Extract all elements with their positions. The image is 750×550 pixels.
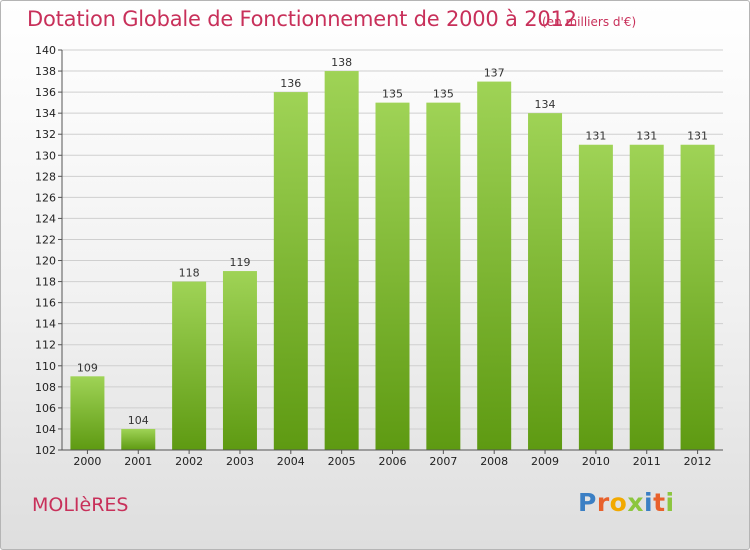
y-tick-label: 106 <box>35 402 56 415</box>
data-label-2003: 119 <box>229 256 250 269</box>
logo-letter: t <box>653 488 666 517</box>
bar-2004 <box>273 92 308 451</box>
commune-name: MOLIèRES <box>32 494 129 516</box>
bar-2008 <box>477 81 512 450</box>
y-tick-label: 140 <box>35 44 56 57</box>
x-tick-label-2008: 2008 <box>480 455 508 468</box>
y-tick-label: 128 <box>35 170 56 183</box>
y-tick-label: 108 <box>35 381 56 394</box>
x-tick-label-2006: 2006 <box>379 455 407 468</box>
labels: 109 2000 104 2001 118 2002 119 2003 136 2004 138 20… <box>73 56 711 468</box>
x-tick-label-2011: 2011 <box>633 455 661 468</box>
y-tick-label: 126 <box>35 191 56 204</box>
x-tick-label-2003: 2003 <box>226 455 254 468</box>
bar-2006 <box>375 102 410 450</box>
y-tick-label: 116 <box>35 297 56 310</box>
axes: 102 104 106 108 110 112 114 116 118 120 122 124 126 1… <box>35 44 723 457</box>
logo-letter: o <box>609 488 628 517</box>
bar-2012 <box>680 144 715 450</box>
data-label-2012: 131 <box>687 130 708 143</box>
proxiti-logo: Proxiti <box>578 488 675 517</box>
x-tick-label-2002: 2002 <box>175 455 203 468</box>
logo-letter: i <box>644 488 654 517</box>
bar-2007 <box>426 102 461 450</box>
x-tick-label-2000: 2000 <box>73 455 101 468</box>
data-label-2005: 138 <box>331 56 352 69</box>
y-tick-label: 132 <box>35 128 56 141</box>
bar-2009 <box>528 113 563 450</box>
bar-2010 <box>578 144 613 450</box>
bar-2003 <box>222 271 257 450</box>
y-tick-label: 124 <box>35 212 56 225</box>
x-tick-label-2001: 2001 <box>124 455 152 468</box>
logo-letter: x <box>627 488 644 517</box>
bar-2000 <box>70 376 105 450</box>
logo-letter: r <box>596 488 610 517</box>
data-label-2006: 135 <box>382 88 403 101</box>
bar-2001 <box>121 428 156 450</box>
x-tick-label-2009: 2009 <box>531 455 559 468</box>
data-label-2007: 135 <box>433 88 454 101</box>
x-tick-label-2005: 2005 <box>328 455 356 468</box>
chart-subtitle: (en milliers d'€) <box>542 15 637 29</box>
chart-title: Dotation Globale de Fonctionnement de 20… <box>27 7 577 31</box>
data-label-2002: 118 <box>179 267 200 280</box>
y-tick-label: 120 <box>35 255 56 268</box>
bar-2002 <box>172 281 207 450</box>
data-label-2009: 134 <box>535 98 556 111</box>
data-label-2011: 131 <box>636 130 657 143</box>
data-label-2004: 136 <box>280 77 301 90</box>
x-tick-label-2012: 2012 <box>684 455 712 468</box>
x-tick-label-2004: 2004 <box>277 455 305 468</box>
y-tick-label: 102 <box>35 444 56 457</box>
bar-2005 <box>324 71 359 450</box>
x-tick-label-2010: 2010 <box>582 455 610 468</box>
x-tick-label-2007: 2007 <box>429 455 457 468</box>
logo-letter: i <box>665 488 675 517</box>
bars <box>70 71 715 451</box>
y-tick-label: 104 <box>35 423 56 436</box>
data-label-2010: 131 <box>585 130 606 143</box>
data-label-2001: 104 <box>128 414 149 427</box>
y-tick-label: 138 <box>35 65 56 78</box>
bar-2011 <box>629 144 664 450</box>
data-label-2000: 109 <box>77 361 98 374</box>
y-tick-label: 122 <box>35 233 56 246</box>
y-tick-label: 114 <box>35 318 56 331</box>
y-tick-label: 110 <box>35 360 56 373</box>
y-tick-label: 136 <box>35 86 56 99</box>
y-tick-label: 134 <box>35 107 56 120</box>
y-tick-label: 112 <box>35 339 56 352</box>
y-tick-label: 118 <box>35 276 56 289</box>
data-label-2008: 137 <box>484 67 505 80</box>
y-tick-label: 130 <box>35 149 56 162</box>
logo-letter: P <box>578 488 597 517</box>
